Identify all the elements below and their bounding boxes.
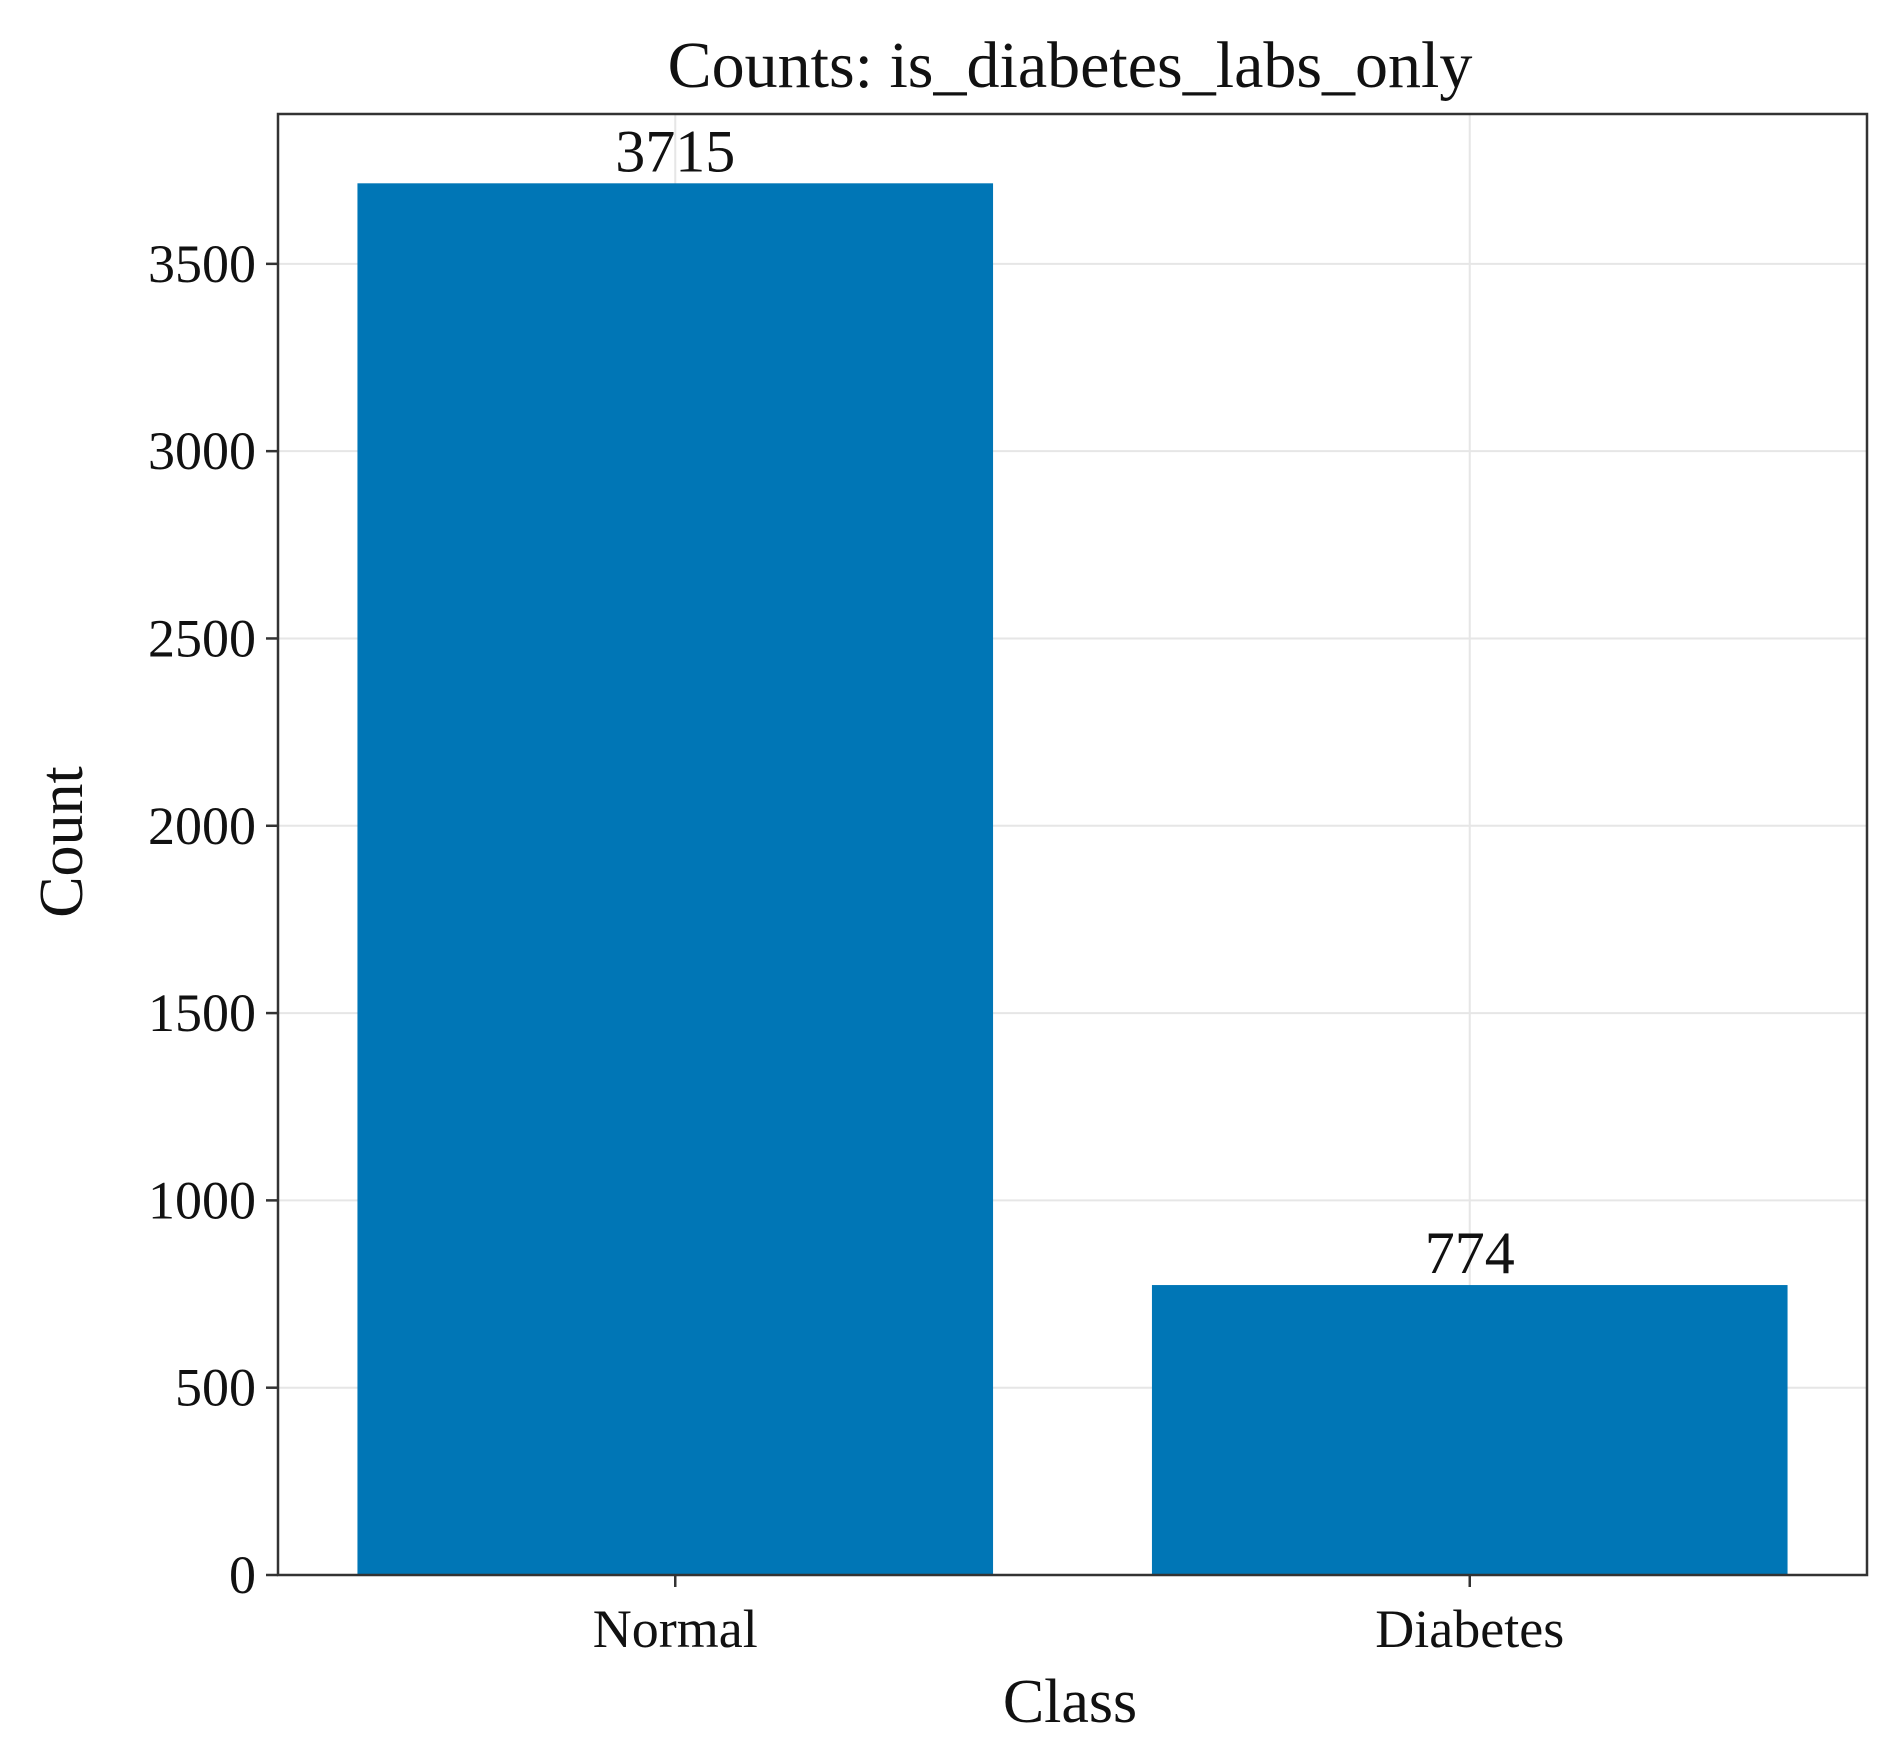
y-tick-label: 2500	[148, 608, 256, 668]
y-tick-label: 3000	[148, 421, 256, 481]
data-label-layer: 3715 774	[615, 118, 1515, 1286]
tick-layer: 0 500 1000 1500 2000 2500 3000 3500 Normal Diabet…	[148, 234, 1564, 1659]
bar-diabetes	[1151, 1285, 1788, 1575]
y-tick-label: 2000	[148, 796, 256, 856]
bar-layer	[357, 183, 1788, 1576]
plot-frame	[276, 112, 1869, 1577]
data-label: 774	[1425, 1220, 1515, 1286]
x-tick-label: Normal	[593, 1599, 758, 1659]
y-tick-label: 500	[175, 1358, 256, 1418]
y-axis-label: Count	[28, 766, 96, 918]
x-axis-label: Class	[1003, 1668, 1137, 1736]
bar-normal	[357, 183, 994, 1576]
chart-title: Counts: is_diabetes_labs_only	[668, 29, 1473, 102]
data-label: 3715	[615, 118, 735, 184]
y-tick-label: 1500	[148, 983, 256, 1043]
y-tick-label: 0	[229, 1545, 256, 1605]
y-tick-label: 1000	[148, 1170, 256, 1230]
x-tick-label: Diabetes	[1375, 1599, 1564, 1659]
y-tick-label: 3500	[148, 234, 256, 294]
